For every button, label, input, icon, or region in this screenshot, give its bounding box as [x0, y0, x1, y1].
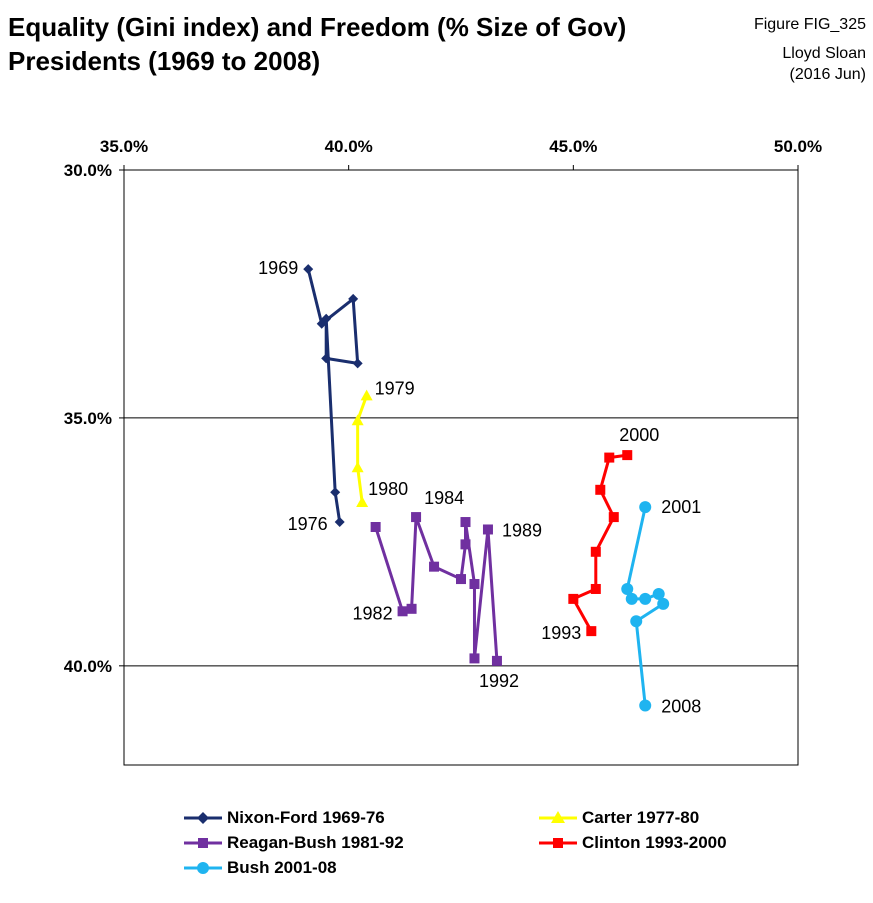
plot-area-frame — [123, 169, 799, 766]
data-point-nixon-ford-1969-76 — [321, 353, 332, 364]
data-point-clinton-1993-2000 — [568, 593, 579, 604]
data-point-reagan-bush-1981-92 — [469, 653, 480, 664]
figure-meta: Figure FIG_325 Lloyd Sloan (2016 Jun) — [754, 14, 866, 85]
data-point-bush-2001-08 — [621, 582, 634, 595]
point-label: 2008 — [661, 697, 701, 717]
data-point-carter-1977-80 — [351, 461, 364, 473]
data-point-clinton-1993-2000 — [595, 484, 606, 495]
data-point-bush-2001-08 — [639, 699, 652, 712]
data-point-clinton-1993-2000 — [590, 583, 601, 594]
data-point-carter-1977-80 — [351, 414, 364, 426]
data-point-nixon-ford-1969-76 — [321, 313, 332, 324]
figure-author: Lloyd Sloan — [782, 45, 866, 62]
data-point-nixon-ford-1969-76 — [330, 487, 341, 498]
data-point-nixon-ford-1969-76 — [303, 264, 314, 275]
data-point-clinton-1993-2000 — [622, 450, 633, 461]
x-tick-label: 40.0% — [325, 137, 373, 156]
chart-title: Equality (Gini index) and Freedom (% Siz… — [8, 10, 626, 78]
data-point-reagan-bush-1981-92 — [429, 561, 440, 572]
point-label: 2001 — [661, 497, 701, 517]
data-point-carter-1977-80 — [360, 389, 373, 401]
data-point-clinton-1993-2000 — [586, 626, 597, 637]
y-tick-label: 40.0% — [64, 657, 112, 676]
data-point-nixon-ford-1969-76 — [348, 293, 359, 304]
data-point-clinton-1993-2000 — [604, 452, 615, 463]
x-tick-label: 35.0% — [100, 137, 148, 156]
y-tick-label: 35.0% — [64, 409, 112, 428]
data-point-bush-2001-08 — [625, 592, 638, 605]
data-point-reagan-bush-1981-92 — [460, 517, 471, 528]
point-label: 1993 — [541, 623, 581, 643]
point-label: 1982 — [353, 603, 393, 623]
point-label: 1969 — [258, 258, 298, 278]
data-point-bush-2001-08 — [639, 501, 652, 514]
chart-title-line-2: Presidents (1969 to 2008) — [8, 46, 321, 76]
point-label: 1992 — [479, 671, 519, 691]
data-point-reagan-bush-1981-92 — [397, 606, 408, 617]
point-label: 1979 — [375, 379, 415, 399]
data-point-clinton-1993-2000 — [590, 546, 601, 557]
data-point-nixon-ford-1969-76 — [334, 517, 345, 528]
data-point-bush-2001-08 — [630, 615, 643, 628]
data-point-carter-1977-80 — [356, 496, 369, 508]
series-line-carter-1977-80 — [356, 395, 369, 503]
point-label: 1984 — [424, 488, 464, 508]
point-label: 2000 — [619, 425, 659, 445]
figure-id: Figure FIG_325 — [753, 16, 866, 33]
data-point-clinton-1993-2000 — [608, 512, 619, 523]
data-point-bush-2001-08 — [657, 597, 670, 610]
y-tick-label: 30.0% — [64, 161, 112, 180]
data-point-reagan-bush-1981-92 — [406, 603, 417, 614]
point-label: 1989 — [502, 520, 542, 540]
data-point-reagan-bush-1981-92 — [460, 539, 471, 550]
x-tick-label: 50.0% — [774, 137, 822, 156]
series-line-nixon-ford-1969-76 — [306, 268, 360, 523]
point-label: 1980 — [368, 479, 408, 499]
x-tick-label: 45.0% — [549, 137, 597, 156]
data-point-nixon-ford-1969-76 — [352, 358, 363, 369]
data-point-reagan-bush-1981-92 — [482, 524, 493, 535]
data-point-reagan-bush-1981-92 — [491, 655, 502, 666]
data-point-reagan-bush-1981-92 — [469, 579, 480, 590]
point-label: 1976 — [288, 514, 328, 534]
data-point-bush-2001-08 — [639, 592, 652, 605]
data-point-reagan-bush-1981-92 — [456, 574, 466, 585]
chart-title-line-1: Equality (Gini index) and Freedom (% Siz… — [8, 12, 627, 42]
data-point-reagan-bush-1981-92 — [370, 522, 381, 532]
data-point-reagan-bush-1981-92 — [411, 512, 422, 523]
series-line-clinton-1993-2000 — [571, 453, 628, 632]
figure-date: (2016 Jun) — [789, 66, 867, 83]
data-point-bush-2001-08 — [652, 587, 665, 600]
